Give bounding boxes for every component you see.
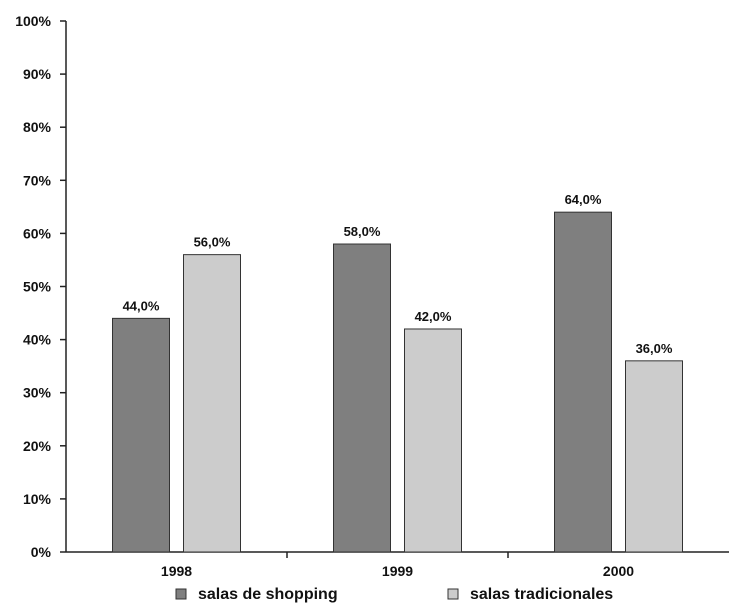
y-tick-label: 40% <box>23 332 52 348</box>
y-tick-label: 80% <box>23 119 52 135</box>
data-label: 58,0% <box>344 224 381 239</box>
y-tick-label: 10% <box>23 491 52 507</box>
y-tick-label: 50% <box>23 279 52 295</box>
chart-labels: 1998 44,0% 56,0% 1999 58,0% 42,0% 2000 64,0% 36,… <box>123 192 673 579</box>
chart-axes: 0% 10% 20% 30% 40% 50% 60% 70% 80% 90% 100% <box>15 13 729 560</box>
x-category-label: 1998 <box>161 563 192 579</box>
legend-label: salas tradicionales <box>470 586 613 603</box>
legend-swatch <box>447 588 459 600</box>
y-tick-label: 30% <box>23 385 52 401</box>
y-tick-label: 0% <box>31 544 52 560</box>
y-tick-label: 70% <box>23 172 52 188</box>
y-tick-label: 100% <box>15 13 51 29</box>
x-category-label: 2000 <box>603 563 634 579</box>
bar-shopping <box>112 317 170 553</box>
data-label: 64,0% <box>565 192 602 207</box>
y-tick-label: 20% <box>23 438 52 454</box>
y-tick-label: 90% <box>23 66 52 82</box>
legend-label: salas de shopping <box>198 586 338 603</box>
data-label: 44,0% <box>123 298 160 313</box>
legend-swatch <box>175 588 187 600</box>
bar-tradicionales <box>183 254 241 553</box>
bar-shopping <box>333 243 391 553</box>
chart-bars <box>112 211 683 553</box>
bar-shopping <box>554 211 612 553</box>
x-category-label: 1999 <box>382 563 413 579</box>
data-label: 56,0% <box>194 235 231 250</box>
data-label: 36,0% <box>636 341 673 356</box>
y-tick-label: 60% <box>23 225 52 241</box>
data-label: 42,0% <box>415 309 452 324</box>
bar-tradicionales <box>625 360 683 553</box>
chart-legend: salas de shopping salas tradicionales <box>175 586 613 603</box>
bar-tradicionales <box>404 328 462 553</box>
